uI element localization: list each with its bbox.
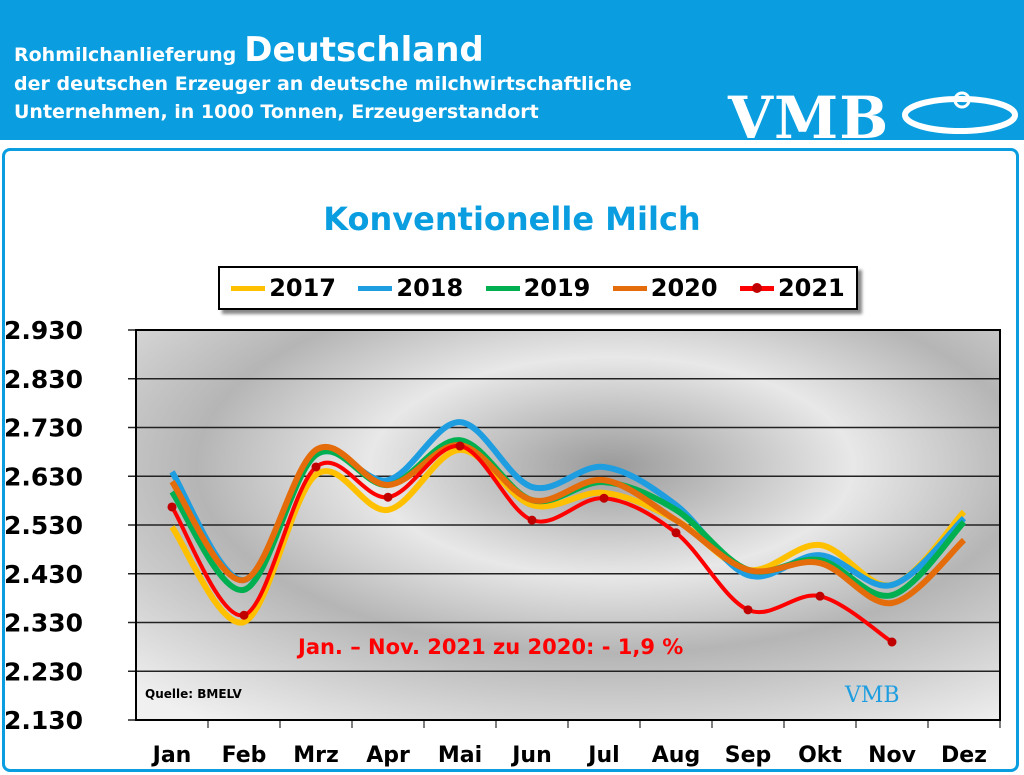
data-point-2021 bbox=[671, 528, 681, 538]
legend-swatch bbox=[612, 285, 647, 291]
y-tick-label: 2.430 bbox=[4, 560, 83, 589]
legend-swatch bbox=[485, 285, 520, 291]
y-tick-label: 2.130 bbox=[4, 706, 83, 735]
y-tick-label: 2.930 bbox=[4, 316, 83, 345]
legend-swatch bbox=[231, 285, 266, 291]
x-tick-label: Jul bbox=[586, 743, 619, 768]
x-tick-label: Nov bbox=[868, 743, 917, 768]
y-tick-label: 2.630 bbox=[4, 462, 83, 491]
data-point-2021 bbox=[455, 441, 465, 451]
x-tick-label: Mai bbox=[438, 743, 482, 768]
legend-item-2020: 2020 bbox=[612, 274, 718, 302]
x-tick-label: Mrz bbox=[293, 743, 339, 768]
legend-label: 2018 bbox=[396, 274, 464, 302]
data-point-2021 bbox=[743, 605, 753, 615]
x-tick-label: Aug bbox=[652, 743, 700, 768]
data-point-2021 bbox=[239, 610, 249, 620]
legend-swatch bbox=[358, 285, 393, 291]
data-point-2021 bbox=[167, 502, 177, 512]
data-point-2021 bbox=[527, 515, 537, 525]
vmb-logo: VMB bbox=[728, 84, 890, 152]
series-line-2021 bbox=[170, 444, 894, 644]
legend-label: 2021 bbox=[777, 274, 845, 302]
header-banner: Rohmilchanlieferung Deutschland der deuts… bbox=[0, 0, 1024, 152]
chart-title: Konventionelle Milch bbox=[323, 200, 701, 238]
legend: 2017 2018 2019 2020 2021 bbox=[218, 266, 858, 310]
legend-item-2021: 2021 bbox=[739, 274, 845, 302]
data-point-2021 bbox=[311, 462, 321, 472]
data-point-2021 bbox=[383, 492, 393, 502]
y-tick-label: 2.330 bbox=[4, 609, 83, 638]
legend-swatch bbox=[739, 282, 774, 293]
legend-item-2017: 2017 bbox=[231, 274, 336, 302]
series-line-2020 bbox=[169, 442, 967, 607]
y-tick-label: 2.730 bbox=[4, 414, 83, 443]
chart-frame bbox=[2, 148, 1019, 772]
x-tick-label: Jun bbox=[510, 743, 552, 768]
y-tick-label: 2.830 bbox=[4, 365, 83, 394]
annotation: Jan. – Nov. 2021 zu 2020: - 1,9 % bbox=[296, 635, 683, 659]
x-tick-label: Apr bbox=[366, 743, 410, 768]
watermark-logo: VMB bbox=[844, 683, 900, 708]
legend-item-2019: 2019 bbox=[485, 274, 591, 302]
legend-label: 2017 bbox=[269, 274, 336, 302]
legend-label: 2020 bbox=[650, 274, 718, 302]
data-point-2021 bbox=[815, 591, 825, 601]
x-tick-label: Jan bbox=[151, 743, 192, 768]
data-point-2021 bbox=[887, 637, 897, 647]
header-subtitle: der deutschen Erzeuger an deutsche milch… bbox=[14, 73, 632, 123]
data-point-2021 bbox=[599, 493, 609, 503]
legend-item-2018: 2018 bbox=[358, 274, 463, 302]
x-tick-label: Dez bbox=[941, 743, 987, 768]
header-title: Rohmilchanlieferung Deutschland bbox=[14, 30, 484, 70]
series-line-2017 bbox=[169, 446, 967, 626]
x-tick-label: Feb bbox=[222, 743, 267, 768]
x-tick-label: Okt bbox=[798, 743, 842, 768]
vmb-logo-swoosh-icon bbox=[902, 91, 1018, 134]
source-note: Quelle: BMELV bbox=[145, 687, 243, 701]
y-tick-label: 2.230 bbox=[4, 657, 83, 686]
y-tick-label: 2.530 bbox=[4, 511, 83, 540]
x-tick-label: Sep bbox=[725, 743, 772, 768]
legend-label: 2019 bbox=[523, 274, 591, 302]
